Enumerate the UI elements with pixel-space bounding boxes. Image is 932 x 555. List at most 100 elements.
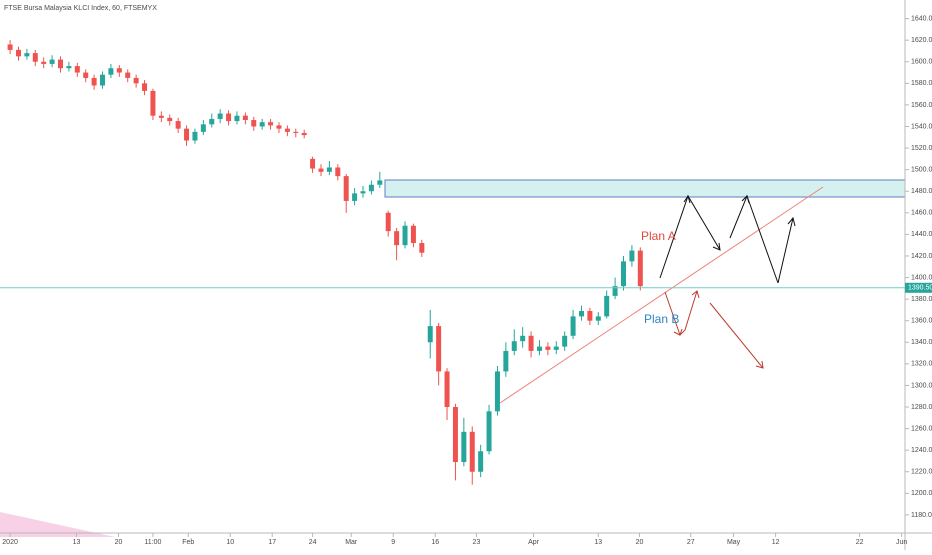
arrow-path — [709, 302, 764, 369]
candle-body — [66, 66, 72, 69]
candle-body — [49, 59, 55, 64]
y-tick-label: 1240.00 — [911, 447, 932, 454]
candle-body — [436, 326, 442, 372]
arrow-head — [712, 242, 721, 251]
arrow-head — [683, 194, 691, 204]
arrow-head — [673, 328, 683, 336]
x-tick-label: Feb — [182, 539, 194, 546]
candle-body — [486, 411, 492, 452]
candle-body — [612, 286, 618, 296]
candle-body — [553, 346, 559, 350]
y-tick-label: 1340.00 — [911, 339, 932, 346]
y-tick-label: 1640.00 — [911, 15, 932, 22]
y-tick-label: 1460.00 — [911, 210, 932, 217]
candle-body — [158, 115, 164, 118]
candle-body — [234, 115, 240, 122]
candle-body — [133, 77, 139, 84]
candle-body — [58, 59, 64, 69]
y-tick-label: 1540.00 — [911, 123, 932, 130]
candle-body — [217, 113, 223, 119]
arrow-head — [741, 195, 750, 204]
x-tick-label: 20 — [115, 539, 123, 546]
y-tick-label: 1400.00 — [911, 274, 932, 281]
y-tick-label: 1520.00 — [911, 145, 932, 152]
y-tick-label: 1260.00 — [911, 425, 932, 432]
x-tick-label: 2020 — [2, 539, 18, 546]
candle-body — [209, 118, 215, 125]
candle-body — [587, 310, 593, 321]
candle-body — [293, 131, 299, 133]
y-tick-label: 1620.00 — [911, 37, 932, 44]
candle-body — [511, 341, 517, 351]
x-tick-label: 13 — [594, 539, 602, 546]
candle-body — [251, 120, 257, 127]
candle-body — [385, 212, 391, 232]
x-tick-label: Mar — [345, 539, 358, 546]
candle-body — [578, 310, 584, 317]
x-tick-label: 16 — [431, 539, 439, 546]
y-tick-label: 1360.00 — [911, 318, 932, 325]
candle-body — [494, 371, 500, 412]
candle-body — [419, 243, 425, 253]
y-tick-label: 1280.00 — [911, 404, 932, 411]
candle-body — [520, 335, 526, 342]
candle-body — [536, 346, 542, 351]
last-price-label: 1390.50 — [908, 285, 932, 292]
candle-body — [629, 250, 635, 262]
arrow-head — [787, 216, 796, 227]
candle-body — [150, 90, 156, 116]
plan-a-arrows — [659, 194, 796, 284]
candle-body — [595, 316, 601, 321]
x-tick-label: 22 — [856, 539, 864, 546]
candle-body — [368, 184, 374, 192]
y-tick-label: 1220.00 — [911, 469, 932, 476]
last-price-tag — [905, 282, 932, 293]
x-tick-label: 23 — [473, 539, 481, 546]
y-tick-label: 1300.00 — [911, 382, 932, 389]
y-tick-label: 1660.00 — [911, 0, 932, 1]
candle-body — [184, 128, 190, 141]
candle-body — [335, 167, 341, 177]
candle-body — [343, 176, 349, 201]
y-tick-label: 1560.00 — [911, 102, 932, 109]
x-tick-label: Apr — [528, 539, 540, 546]
y-tick-label: 1600.00 — [911, 59, 932, 66]
candle-body — [545, 346, 551, 350]
arrow-path — [664, 290, 698, 336]
candle-body — [125, 72, 131, 78]
x-tick-label: 13 — [73, 539, 81, 546]
candle-body — [259, 122, 265, 127]
y-tick-label: 1380.00 — [911, 296, 932, 303]
candle-body — [410, 225, 416, 244]
candle-body — [427, 326, 433, 343]
candle-body — [570, 316, 576, 336]
candle-body — [528, 335, 534, 351]
candle-body — [604, 295, 610, 317]
candle-body — [142, 83, 148, 91]
candle-body — [83, 72, 89, 78]
candle-body — [394, 231, 400, 246]
candle-body — [301, 132, 307, 136]
candle-body — [444, 371, 450, 408]
candle-body — [15, 49, 21, 57]
candle-body — [41, 61, 47, 64]
y-tick-label: 1200.00 — [911, 490, 932, 497]
candle-body — [621, 261, 627, 287]
candle-body — [326, 167, 332, 172]
arrow-head — [691, 290, 700, 299]
y-tick-label: 1480.00 — [911, 188, 932, 195]
candle-body — [108, 68, 114, 75]
candle-body — [352, 193, 358, 201]
x-tick-label: 12 — [772, 539, 780, 546]
candle-body — [24, 53, 30, 57]
candle-body — [192, 131, 198, 141]
candle-body — [74, 66, 80, 73]
candle-body — [7, 44, 13, 50]
x-tick-label: 10 — [226, 539, 234, 546]
arrow-path — [777, 217, 794, 284]
plan-a-label: Plan A — [641, 229, 676, 243]
x-tick-label: 9 — [391, 539, 395, 546]
y-tick-label: 1500.00 — [911, 166, 932, 173]
candle-body — [100, 74, 106, 86]
